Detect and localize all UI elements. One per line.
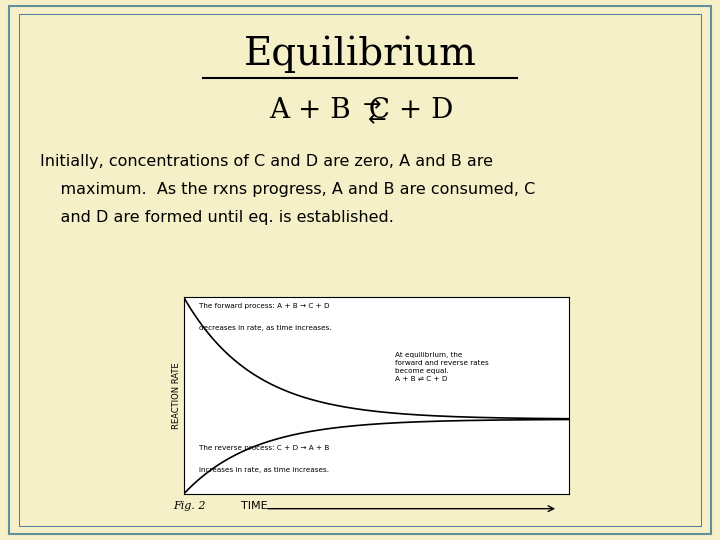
Text: The forward process: A + B → C + D: The forward process: A + B → C + D xyxy=(199,303,330,309)
Text: TIME: TIME xyxy=(241,501,268,511)
Text: Equilibrium: Equilibrium xyxy=(243,35,477,72)
Text: Initially, concentrations of C and D are zero, A and B are: Initially, concentrations of C and D are… xyxy=(40,154,492,169)
Text: $\rightarrow$: $\rightarrow$ xyxy=(358,93,382,114)
Text: C + D: C + D xyxy=(360,97,454,124)
Text: At equilibrium, the
forward and reverse rates
become equal.
A + B ⇌ C + D: At equilibrium, the forward and reverse … xyxy=(395,352,489,382)
Text: increases in rate, as time increases.: increases in rate, as time increases. xyxy=(199,467,329,472)
Text: A + B: A + B xyxy=(269,97,360,124)
Text: Fig. 2: Fig. 2 xyxy=(173,501,205,511)
Text: The reverse process: C + D → A + B: The reverse process: C + D → A + B xyxy=(199,445,329,451)
Y-axis label: REACTION RATE: REACTION RATE xyxy=(172,362,181,429)
Text: and D are formed until eq. is established.: and D are formed until eq. is establishe… xyxy=(40,210,393,225)
Text: decreases in rate, as time increases.: decreases in rate, as time increases. xyxy=(199,325,332,330)
Text: $\leftarrow$: $\leftarrow$ xyxy=(363,107,387,129)
Text: maximum.  As the rxns progress, A and B are consumed, C: maximum. As the rxns progress, A and B a… xyxy=(40,182,535,197)
